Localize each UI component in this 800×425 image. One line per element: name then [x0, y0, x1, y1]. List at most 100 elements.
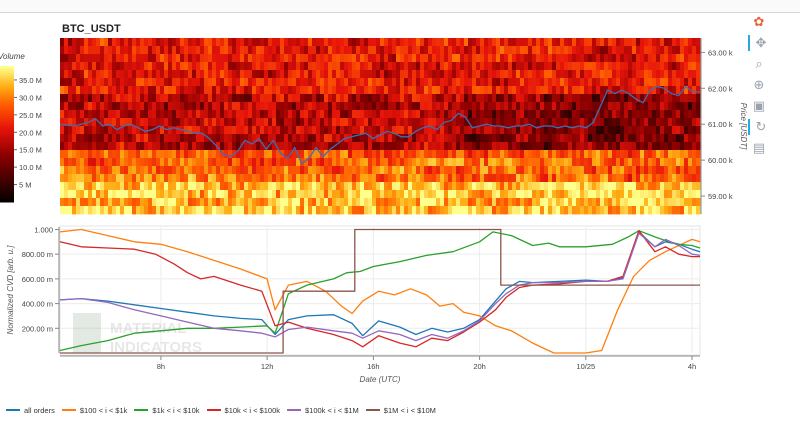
heatmap-cell	[684, 118, 689, 127]
heatmap-cell	[676, 174, 681, 183]
heatmap-cell	[520, 166, 525, 175]
heatmap-cell	[676, 78, 681, 87]
heatmap-cell	[260, 134, 265, 143]
heatmap-cell	[308, 70, 313, 79]
heatmap-cell	[276, 118, 281, 127]
heatmap-cell	[264, 62, 269, 71]
heatmap-cell	[216, 102, 221, 111]
heatmap-cell	[252, 46, 257, 55]
heatmap-cell	[228, 86, 233, 95]
heatmap-cell	[516, 166, 521, 175]
heatmap-cell	[376, 46, 381, 55]
heatmap-cell	[200, 78, 205, 87]
heatmap-cell	[240, 126, 245, 135]
heatmap-cell	[312, 142, 317, 151]
heatmap-cell	[68, 62, 73, 71]
heatmap-cell	[580, 110, 585, 119]
heatmap-cell	[332, 62, 337, 71]
heatmap-cell	[596, 150, 601, 159]
heatmap-cell	[260, 166, 265, 175]
heatmap-cell	[600, 38, 605, 47]
heatmap-cell	[640, 150, 645, 159]
heatmap-cell	[632, 158, 637, 167]
heatmap-cell	[444, 62, 449, 71]
heatmap-cell	[424, 94, 429, 103]
heatmap-cell	[476, 142, 481, 151]
heatmap-cell	[532, 110, 537, 119]
heatmap-cell	[204, 102, 209, 111]
legend-item[interactable]: $10k < i < $100k	[206, 406, 280, 415]
heatmap-cell	[548, 38, 553, 47]
heatmap-cell	[352, 166, 357, 175]
legend-label: $100k < i < $1M	[305, 405, 359, 415]
heatmap-cell	[612, 190, 617, 199]
legend-item[interactable]: $100k < i < $1M	[287, 406, 359, 415]
heatmap-cell	[416, 102, 421, 111]
save-tool-icon[interactable]: ▣	[752, 98, 766, 113]
heatmap-cell	[260, 198, 265, 207]
zoom-tool-icon[interactable]: ⌕	[755, 56, 763, 71]
heatmap-cell	[672, 70, 677, 79]
heatmap-cell	[364, 70, 369, 79]
heatmap-cell	[364, 86, 369, 95]
heatmap-cell	[588, 182, 593, 191]
wheel-zoom-tool-icon[interactable]: ⊕	[753, 77, 765, 92]
heatmap-cell	[276, 182, 281, 191]
heatmap-cell	[136, 158, 141, 167]
heatmap-cell	[532, 158, 537, 167]
heatmap-cell	[456, 166, 461, 175]
heatmap-cell	[620, 158, 625, 167]
heatmap-cell	[132, 62, 137, 71]
heatmap-cell	[672, 174, 677, 183]
heatmap-cell	[372, 158, 377, 167]
colorbar-tick-label: 30.0 M	[19, 93, 42, 102]
heatmap-cell	[228, 134, 233, 143]
heatmap-cell	[292, 102, 297, 111]
heatmap-cell	[568, 166, 573, 175]
heatmap-cell	[596, 78, 601, 87]
heatmap-cell	[408, 158, 413, 167]
heatmap-cell	[100, 134, 105, 143]
heatmap-cell	[212, 110, 217, 119]
heatmap-cell	[324, 182, 329, 191]
heatmap-cell	[436, 142, 441, 151]
heatmap-cell	[636, 70, 641, 79]
reset-tool-icon[interactable]: ↻	[748, 119, 772, 135]
heatmap-cell	[528, 142, 533, 151]
heatmap-cell	[652, 206, 657, 215]
heatmap-cell	[80, 150, 85, 159]
heatmap-cell	[516, 174, 521, 183]
heatmap-cell	[292, 118, 297, 127]
heatmap-cell	[564, 182, 569, 191]
heatmap-cell	[548, 110, 553, 119]
heatmap-cell	[132, 182, 137, 191]
pan-tool-icon[interactable]: ✥	[748, 35, 772, 51]
heatmap-cell	[400, 206, 405, 215]
heatmap-cell	[260, 62, 265, 71]
heatmap-cell	[692, 174, 697, 183]
heatmap-cell	[540, 182, 545, 191]
heatmap-cell	[300, 86, 305, 95]
heatmap-cell	[508, 46, 513, 55]
heatmap-cell	[92, 166, 97, 175]
heatmap-cell	[156, 142, 161, 151]
legend-item[interactable]: $1k < i < $10k	[134, 406, 200, 415]
heatmap-cell	[496, 110, 501, 119]
heatmap-cell	[668, 94, 673, 103]
legend-item[interactable]: $1M < i < $10M	[365, 406, 436, 415]
heatmap-cell	[448, 110, 453, 119]
heatmap-cell	[344, 158, 349, 167]
legend-item[interactable]: $100 < i < $1k	[61, 406, 127, 415]
heatmap-cell	[576, 118, 581, 127]
heatmap-cell	[184, 102, 189, 111]
heatmap-cell	[532, 86, 537, 95]
hover-tool-icon[interactable]: ▤	[752, 140, 766, 155]
colorbar-segment	[0, 127, 14, 130]
heatmap-cell	[172, 158, 177, 167]
heatmap-cell	[440, 70, 445, 79]
legend-item[interactable]: all orders	[6, 406, 55, 415]
heatmap-cell	[112, 182, 117, 191]
heatmap-cell	[624, 46, 629, 55]
heatmap-cell	[244, 54, 249, 63]
heatmap-cell	[224, 46, 229, 55]
